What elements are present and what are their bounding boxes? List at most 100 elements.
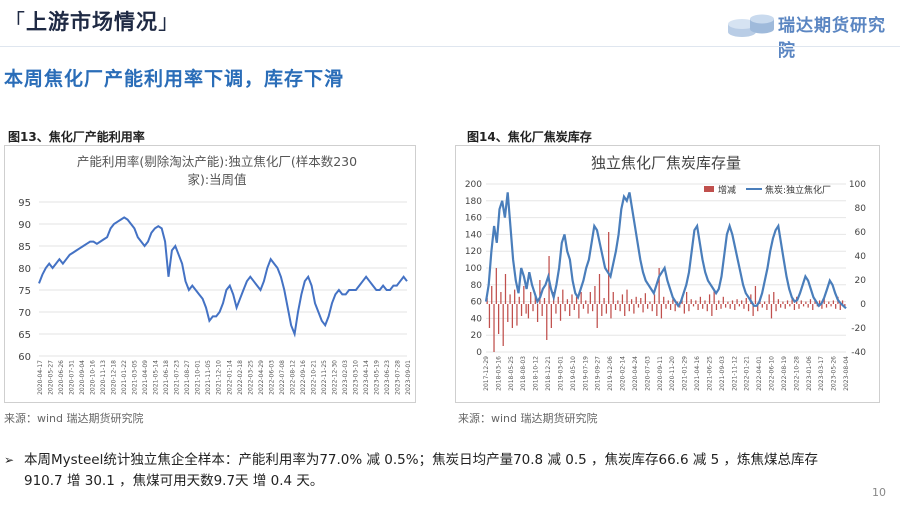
change-bar bbox=[752, 304, 754, 316]
chart-title-line2: 家):当周值 bbox=[187, 172, 246, 187]
change-bar bbox=[575, 296, 578, 304]
summary-line-2: 910.7 增 30.1 ，焦煤可用天数9.7天 增 0.4 天。 bbox=[24, 473, 324, 489]
change-bar bbox=[789, 304, 791, 307]
y-right-tick-label: 20 bbox=[855, 276, 867, 286]
change-bar bbox=[644, 293, 646, 304]
change-bar bbox=[509, 294, 511, 304]
x-tick-label: 2020-07-03 bbox=[644, 356, 651, 391]
change-bar bbox=[715, 304, 718, 310]
change-bar bbox=[754, 286, 757, 304]
x-tick-label: 2023-03-17 bbox=[818, 356, 825, 391]
change-bar bbox=[587, 304, 589, 314]
x-tick-label: 2021-01-29 bbox=[682, 356, 689, 391]
change-bar bbox=[660, 304, 663, 319]
x-tick-label: 2023-09-01 bbox=[405, 360, 412, 395]
x-tick-label: 2020-09-04 bbox=[79, 360, 86, 395]
change-bar bbox=[711, 304, 713, 316]
x-tick-label: 2020-05-27 bbox=[48, 360, 55, 395]
x-tick-label: 2019-05-10 bbox=[570, 356, 577, 391]
x-tick-label: 2021-10-01 bbox=[195, 360, 202, 395]
x-tick-label: 2022-06-10 bbox=[769, 356, 776, 391]
change-bar bbox=[835, 304, 837, 309]
change-bar bbox=[819, 300, 821, 304]
change-bar bbox=[844, 304, 846, 307]
figure-13-source: 来源：wind 瑞达期货研究院 bbox=[4, 412, 144, 425]
change-bar bbox=[651, 304, 653, 312]
change-bar bbox=[770, 304, 773, 319]
change-bar bbox=[530, 292, 532, 304]
change-bar bbox=[591, 304, 594, 312]
x-tick-label: 2023-04-14 bbox=[363, 360, 370, 395]
x-tick-label: 2021-04-09 bbox=[142, 360, 149, 395]
y-tick-label: 85 bbox=[18, 242, 31, 253]
change-bar bbox=[722, 296, 724, 304]
change-bar bbox=[741, 300, 743, 304]
x-tick-label: 2017-12-29 bbox=[483, 356, 490, 391]
x-tick-label: 2019-03-01 bbox=[557, 356, 564, 391]
x-tick-label: 2023-07-28 bbox=[394, 360, 401, 395]
x-tick-label: 2023-02-03 bbox=[342, 360, 349, 395]
figure-13-chart: 产能利用率(剔除淘汰产能):独立焦化厂(样本数230 家):当周值 95 90 85… bbox=[4, 145, 416, 403]
change-bar bbox=[617, 300, 619, 304]
summary-line-1: ➢ 本周Mysteel统计独立焦企全样本：产能利用率为77.0% 减 0.5%；焦… bbox=[4, 450, 884, 471]
change-bar bbox=[768, 294, 770, 304]
change-bar bbox=[582, 304, 585, 309]
bullet-arrow-icon: ➢ bbox=[4, 453, 15, 467]
change-bar bbox=[802, 304, 805, 307]
change-bar bbox=[559, 304, 562, 321]
x-tick-label: 2020-12-18 bbox=[111, 360, 118, 395]
capacity-utilization-line bbox=[38, 216, 408, 338]
change-bar bbox=[832, 300, 835, 304]
change-bar bbox=[571, 294, 573, 304]
x-tick-label: 2023-05-26 bbox=[831, 356, 838, 391]
x-tick-label: 2021-09-03 bbox=[719, 356, 726, 391]
figure-13-caption: 图13、焦化厂产能利用率 bbox=[8, 130, 145, 144]
x-tick-label: 2022-03-25 bbox=[247, 360, 254, 395]
change-bar bbox=[763, 301, 766, 304]
change-bar bbox=[828, 301, 830, 304]
y-tick-label: 70 bbox=[18, 308, 31, 319]
change-bar bbox=[493, 304, 495, 352]
change-bar bbox=[598, 274, 601, 304]
legend-label-inventory: 焦炭:独立焦化厂 bbox=[765, 184, 831, 196]
change-bar bbox=[488, 304, 491, 328]
change-bar bbox=[566, 299, 569, 304]
x-tick-label: 2019-07-19 bbox=[582, 356, 589, 391]
y-right-tick-label: 60 bbox=[855, 228, 867, 238]
change-bar bbox=[557, 296, 559, 304]
change-bar bbox=[738, 304, 741, 307]
change-bar bbox=[665, 304, 667, 309]
change-bar bbox=[564, 304, 566, 312]
change-bar bbox=[727, 301, 729, 304]
change-bar bbox=[520, 304, 523, 316]
change-bar bbox=[626, 289, 628, 304]
legend-label-change: 增减 bbox=[718, 184, 736, 196]
x-tick-label: 2022-12-30 bbox=[331, 360, 338, 395]
change-bar bbox=[518, 296, 520, 304]
x-tick-label: 2018-03-16 bbox=[495, 356, 502, 391]
coins-icon bbox=[728, 14, 774, 37]
y-left-tick-label: 120 bbox=[465, 247, 482, 257]
change-bar bbox=[614, 304, 617, 310]
x-tick-label: 2021-07-23 bbox=[174, 360, 181, 395]
change-bar bbox=[663, 296, 665, 304]
x-tick-label: 2022-07-08 bbox=[279, 360, 286, 395]
change-bar bbox=[580, 292, 582, 304]
x-tick-label: 2022-09-16 bbox=[300, 360, 307, 395]
y-tick-label: 95 bbox=[18, 198, 31, 209]
change-bar bbox=[633, 304, 635, 314]
x-tick-label: 2020-07-31 bbox=[69, 360, 76, 395]
x-tick-label: 2022-04-29 bbox=[258, 360, 265, 395]
change-bar bbox=[734, 304, 736, 310]
change-bar bbox=[825, 304, 828, 308]
change-bar bbox=[775, 304, 777, 312]
change-bar bbox=[608, 232, 610, 304]
change-bar bbox=[603, 298, 605, 304]
x-tick-label: 2021-05-14 bbox=[153, 360, 160, 395]
change-bar bbox=[541, 304, 543, 316]
header-divider bbox=[0, 46, 900, 47]
change-bar bbox=[635, 296, 637, 304]
x-tick-label: 2021-04-16 bbox=[694, 356, 701, 391]
change-bar bbox=[569, 304, 571, 316]
x-tick-label: 2020-04-24 bbox=[632, 356, 639, 391]
